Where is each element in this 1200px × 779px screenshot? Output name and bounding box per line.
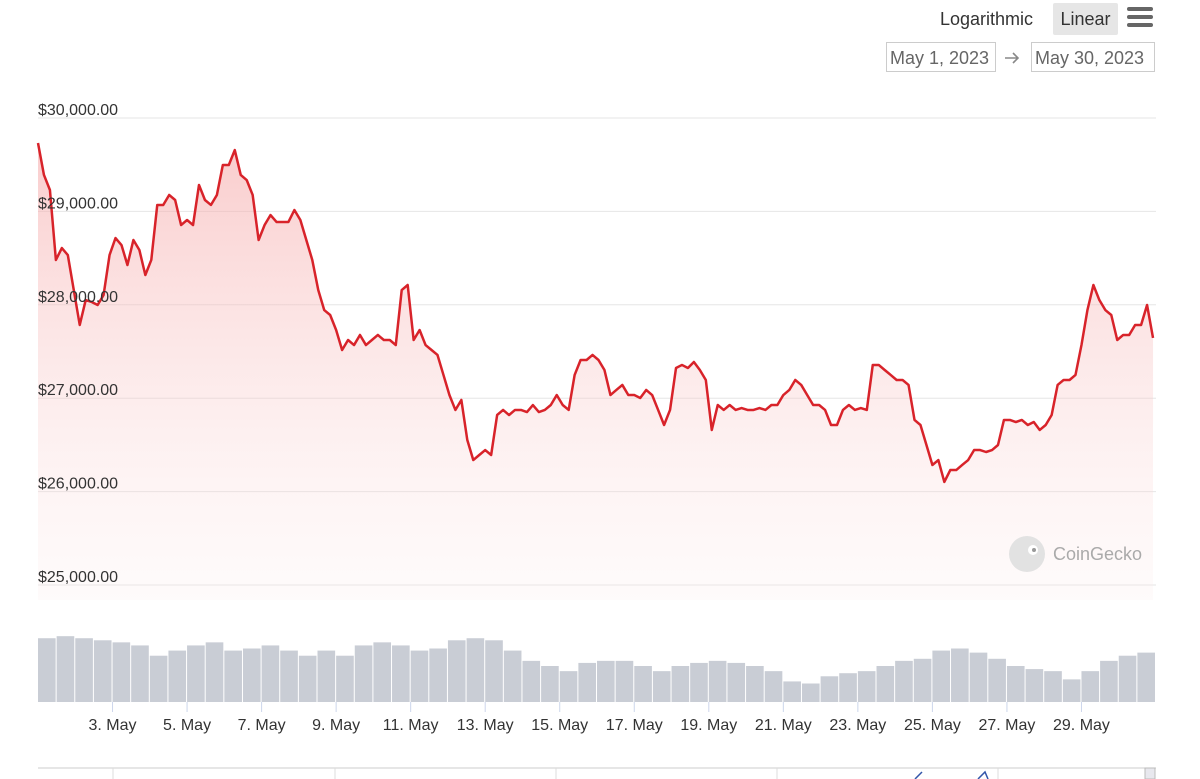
volume-bar [969,652,988,702]
volume-bar [541,666,559,702]
x-tick-label: 9. May [312,717,360,734]
volume-bar [317,650,336,702]
volume-bar [1044,671,1062,702]
volume-bar [503,650,522,702]
volume-bar [746,666,764,702]
volume-bar [1100,660,1118,702]
x-tick-label: 23. May [829,717,886,734]
volume-bar [93,640,112,702]
volume-bar [149,655,168,702]
volume-bar [615,660,634,702]
menu-icon[interactable] [1127,7,1154,29]
volume-bar [447,640,466,702]
volume-bar [1062,679,1081,702]
x-tick-label: 25. May [904,717,961,734]
volume-bar [56,636,75,702]
volume-bar [298,655,317,702]
volume-bar [820,676,839,702]
volume-bar [205,642,224,702]
volume-bar [1137,652,1155,702]
volume-bar [280,650,298,702]
y-tick-label: $27,000.00 [38,382,118,399]
volume-bar [1081,671,1100,702]
volume-bar [354,645,373,702]
volume-bar [690,662,708,702]
volume-bar [336,655,354,702]
volume-bar [652,671,671,702]
volume-bar [727,662,746,702]
date-to[interactable]: May 30, 2023 [1031,42,1155,72]
scale-option[interactable]: Linear [1053,3,1118,35]
volume-bar [224,650,242,702]
volume-bar [1006,666,1025,702]
volume-bar [764,671,783,702]
volume-bar [597,660,615,702]
volume-bar [932,650,951,702]
area-fill [38,143,1154,600]
volume-bar [242,648,261,702]
volume-bar [410,650,429,702]
volume-bar [168,650,187,702]
x-tick-label: 21. May [755,717,812,734]
volume-bar [857,671,876,702]
volume-bar [801,683,820,702]
volume-bar [261,645,280,702]
y-tick-label: $30,000.00 [38,102,118,119]
volume-bar [1025,669,1044,702]
x-tick-label: 29. May [1053,717,1110,734]
volume-bar [75,638,93,702]
volume-bar [578,662,596,702]
x-tick-label: 7. May [238,717,286,734]
watermark-text: CoinGecko [1053,544,1142,564]
x-tick-label: 15. May [531,717,588,734]
x-tick-label: 27. May [978,717,1035,734]
volume-bar [876,666,895,702]
scale-option[interactable]: Logarithmic [940,9,1034,29]
volume-bar [392,645,410,702]
y-tick-label: $28,000.00 [38,289,118,306]
volume-bar [913,658,932,702]
date-from[interactable]: May 1, 2023 [886,42,996,72]
y-tick-label: $26,000.00 [38,476,118,493]
volume-bar [839,673,857,702]
volume-bar [131,645,149,702]
navigator [38,767,1156,779]
volume-bar [429,648,447,702]
volume-bar [38,638,56,702]
volume-bar [187,645,205,702]
volume-bar [559,671,578,702]
x-tick-label: 5. May [163,717,211,734]
volume-bar [373,642,392,702]
x-tick-label: 17. May [606,717,663,734]
volume-bar [112,642,131,702]
volume-bar [634,666,652,702]
arrow-icon [1005,52,1020,64]
volume-bar [466,638,485,702]
watermark: CoinGecko [1009,536,1142,572]
x-tick-label: 19. May [680,717,737,734]
x-tick-label: 3. May [89,717,137,734]
volume-bar [671,666,690,702]
volume-bar [522,660,541,702]
volume-bar [988,658,1006,702]
volume-bar [1118,655,1137,702]
x-tick-label: 13. May [457,717,514,734]
volume-bar [951,648,969,702]
x-tick-label: 11. May [383,717,439,734]
volume-bar [708,660,727,702]
price-line [36,142,1155,484]
volume-bar [895,660,913,702]
volume-bar [783,681,801,702]
volume-bar [485,640,503,702]
y-tick-label: $29,000.00 [38,195,118,212]
y-tick-label: $25,000.00 [38,569,118,586]
